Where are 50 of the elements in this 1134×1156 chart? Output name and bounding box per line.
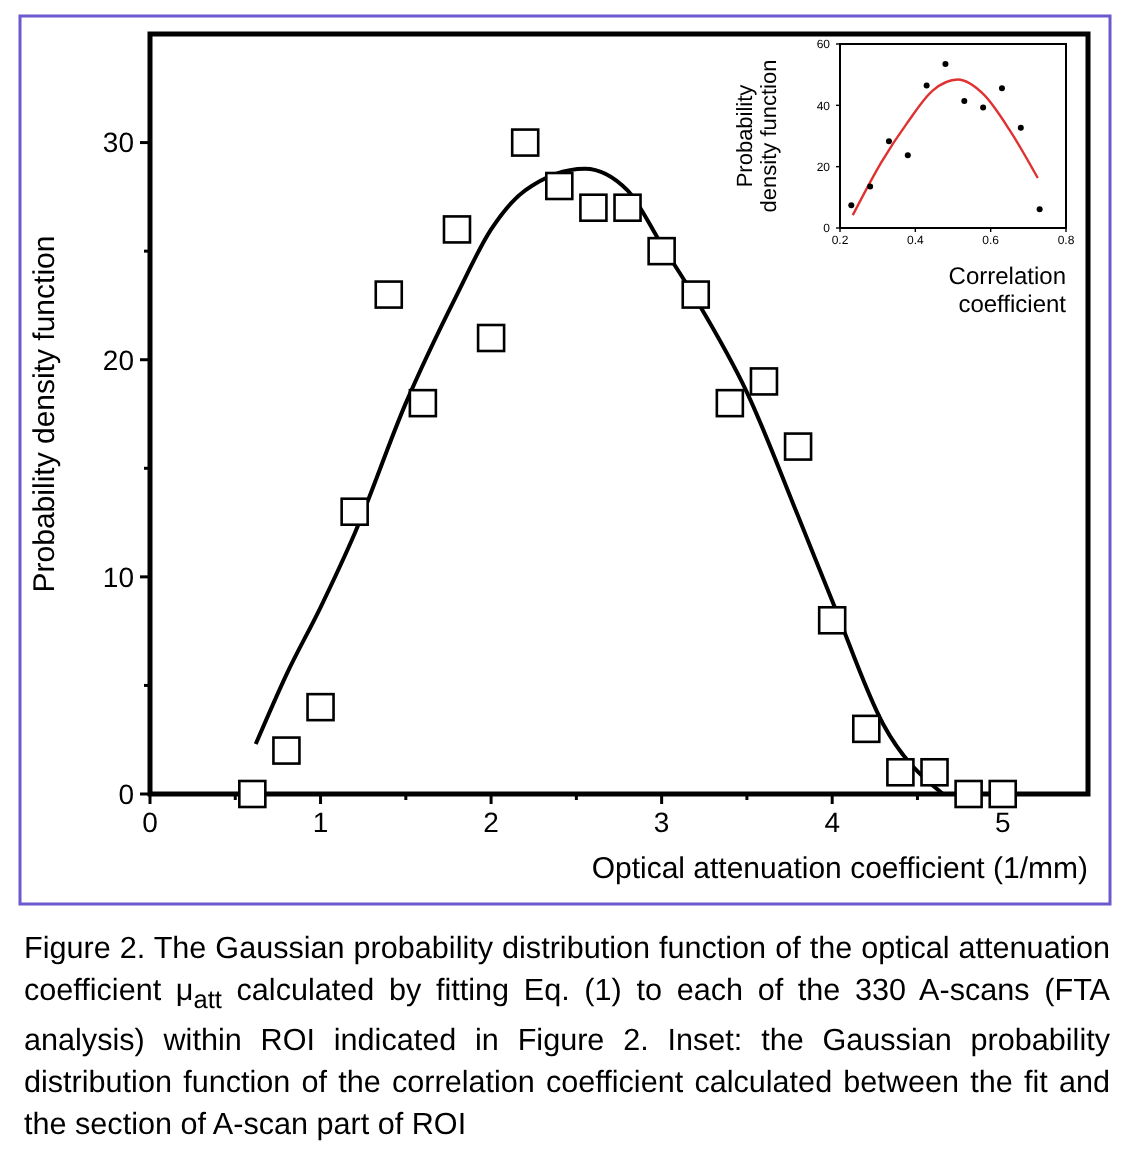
- point: [783, 432, 813, 461]
- point: [306, 692, 335, 722]
- point: [923, 82, 930, 89]
- x-tick-label: 5: [994, 806, 1011, 838]
- point: [904, 152, 911, 159]
- point: [238, 779, 267, 809]
- x-axis-title: Correlation coefficient: [948, 262, 1068, 318]
- y-tick-label: 20: [102, 343, 135, 376]
- point: [942, 60, 949, 67]
- point: [817, 605, 847, 635]
- point: [749, 367, 779, 396]
- x-tick-label: 0: [142, 806, 159, 838]
- y-axis-title: Probability density function: [734, 59, 782, 213]
- point: [885, 138, 892, 145]
- point: [715, 388, 745, 418]
- y-tick-label: 30: [102, 126, 135, 159]
- point: [510, 128, 540, 157]
- point: [954, 779, 983, 809]
- point: [647, 236, 676, 266]
- y-tick-label: 0: [118, 777, 135, 810]
- point: [442, 215, 472, 244]
- point: [848, 202, 855, 209]
- point: [980, 104, 987, 111]
- point: [613, 193, 642, 223]
- point: [1036, 206, 1043, 213]
- point: [1017, 124, 1024, 131]
- point: [681, 280, 711, 309]
- caption: Figure 2. The Gaussian probability distribution function of the optical attenuation coefficient μ$_{att}$ calculated by fitting Eq. (1) to each of the 330 A-scans (FTA analysis) within ROI indicated in Figure 2. Inset: the Gaussian probability distribution function of the correlation coefficient calculated between the fit and the section of A-scan part of ROI: [24, 930, 1110, 1147]
- x-tick-label: 4: [824, 806, 841, 838]
- point: [998, 85, 1005, 92]
- x-tick-label: 1: [312, 806, 329, 838]
- line-series: [851, 78, 1039, 217]
- point: [961, 98, 968, 105]
- y-axis-title: Probability density function: [28, 235, 62, 593]
- point: [851, 714, 881, 744]
- point: [579, 193, 608, 223]
- x-tick-label: 3: [653, 806, 670, 838]
- point: [545, 171, 574, 201]
- point: [374, 280, 404, 309]
- point: [408, 388, 438, 418]
- point: [272, 736, 301, 765]
- x-tick-label: 2: [483, 806, 500, 838]
- x-axis-title: Optical attenuation coefficient (1/mm): [591, 852, 1088, 886]
- y-tick-label: 10: [102, 560, 135, 593]
- point: [867, 183, 874, 190]
- point: [988, 779, 1018, 809]
- point: [886, 757, 915, 787]
- point: [920, 757, 949, 787]
- point: [340, 497, 369, 527]
- point: [476, 323, 506, 353]
